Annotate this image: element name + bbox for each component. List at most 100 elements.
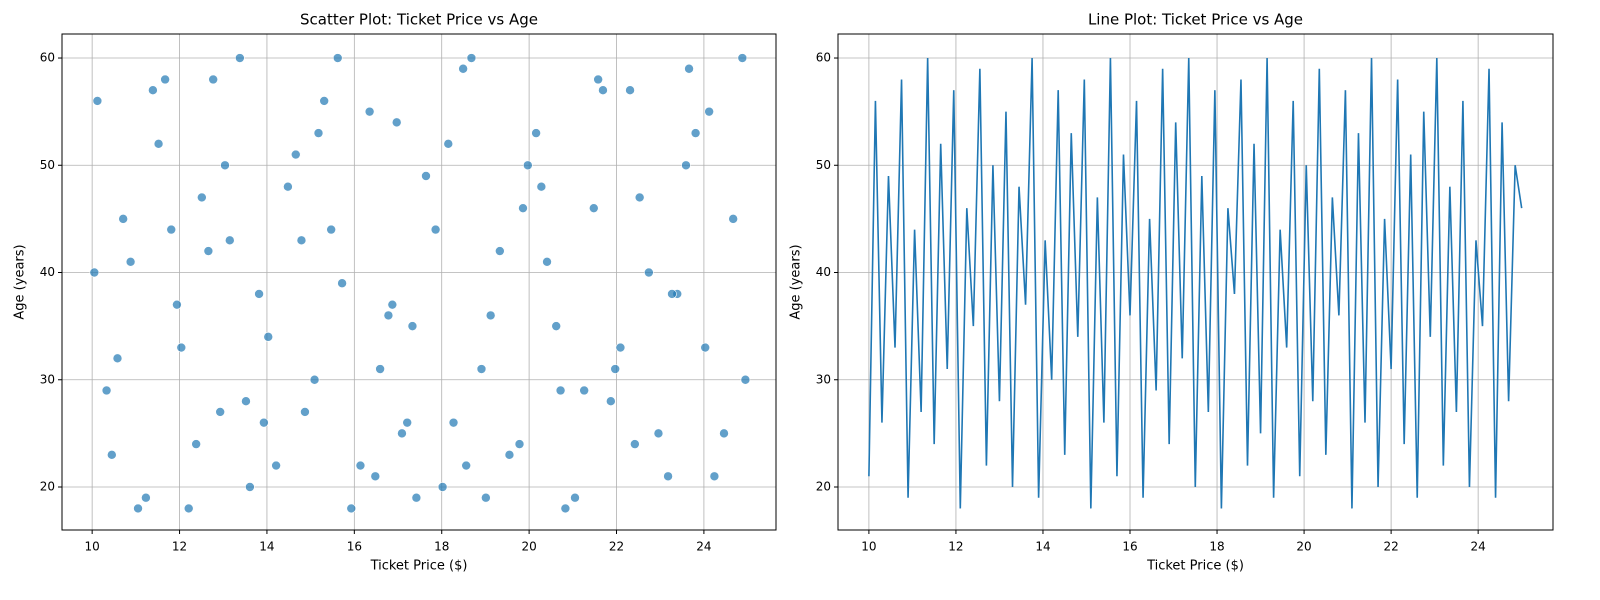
scatter-point bbox=[89, 267, 100, 278]
scatter-point bbox=[112, 353, 123, 364]
scatter-point bbox=[690, 128, 701, 138]
scatter-point bbox=[337, 278, 347, 289]
axes-frame bbox=[837, 33, 1554, 531]
scatter-point bbox=[588, 203, 599, 213]
axes-frame bbox=[61, 33, 777, 531]
scatter-point bbox=[153, 139, 164, 149]
scatter-point bbox=[551, 321, 562, 331]
scatter-point bbox=[443, 139, 454, 149]
scatter-point bbox=[458, 63, 468, 74]
scatter-point bbox=[402, 417, 413, 428]
x-tick-label: 14 bbox=[259, 540, 274, 554]
scatter-point bbox=[263, 332, 274, 342]
scatter-point bbox=[197, 192, 207, 203]
x-tick-label: 18 bbox=[1209, 540, 1224, 554]
scatter-point bbox=[296, 235, 307, 246]
x-axis-label: Ticket Price ($) bbox=[1146, 559, 1244, 574]
x-tick-label: 16 bbox=[347, 540, 362, 554]
scatter-point bbox=[615, 342, 626, 353]
scatter-point bbox=[663, 471, 673, 482]
scatter-point bbox=[203, 246, 214, 256]
scatter-point bbox=[383, 310, 394, 321]
y-axis-label: Age (years) bbox=[13, 244, 28, 319]
scatter-point bbox=[700, 342, 711, 353]
scatter-point bbox=[215, 407, 225, 417]
scatter-point bbox=[421, 171, 431, 181]
scatter-point bbox=[133, 503, 143, 514]
scatter-point bbox=[719, 428, 729, 439]
scatter-point bbox=[593, 74, 603, 85]
x-tick-label: 18 bbox=[434, 540, 449, 554]
scatter-point bbox=[481, 492, 491, 503]
scatter-point bbox=[466, 53, 477, 63]
scatter-point bbox=[504, 450, 515, 460]
y-tick-label: 60 bbox=[40, 51, 55, 65]
scatter-point bbox=[407, 321, 418, 331]
scatter-point bbox=[300, 407, 310, 417]
scatter-point bbox=[355, 460, 366, 471]
scatter-point bbox=[430, 224, 441, 235]
scatter-point bbox=[461, 460, 471, 471]
scatter-point bbox=[555, 385, 566, 396]
scatter-point bbox=[118, 214, 128, 224]
scatter-point bbox=[92, 96, 103, 106]
scatter-point bbox=[220, 160, 230, 171]
scatter-point bbox=[667, 289, 677, 299]
scatter-point bbox=[191, 439, 201, 449]
x-tick-label: 22 bbox=[609, 540, 624, 554]
scatter-point bbox=[245, 482, 255, 492]
chart-title: Line Plot: Ticket Price vs Age bbox=[1088, 11, 1303, 29]
x-tick-label: 24 bbox=[1471, 540, 1486, 554]
scatter-point bbox=[290, 149, 301, 160]
scatter-point bbox=[364, 106, 375, 117]
x-tick-label: 10 bbox=[861, 540, 876, 554]
x-axis-label: Ticket Price ($) bbox=[370, 559, 468, 574]
scatter-point bbox=[141, 492, 151, 503]
x-tick-label: 20 bbox=[521, 540, 536, 554]
scatter-point bbox=[241, 396, 251, 407]
scatter-point bbox=[271, 460, 281, 471]
scatter-point bbox=[101, 385, 112, 396]
scatter-point bbox=[387, 299, 398, 310]
scatter-point bbox=[148, 85, 158, 95]
scatter-point bbox=[397, 428, 407, 439]
scatter-point bbox=[437, 482, 448, 492]
scatter-point bbox=[634, 192, 645, 203]
x-tick-label: 20 bbox=[1296, 540, 1311, 554]
scatter-point bbox=[183, 503, 194, 514]
scatter-point bbox=[728, 214, 738, 224]
line bbox=[868, 57, 1523, 509]
scatter-point bbox=[644, 267, 654, 278]
plot-area bbox=[89, 53, 751, 514]
scatter-point bbox=[370, 471, 381, 482]
scatter-point bbox=[160, 74, 170, 85]
scatter-point bbox=[485, 310, 496, 321]
scatter-point bbox=[495, 246, 505, 256]
scatter-point bbox=[391, 117, 402, 128]
y-tick-label: 20 bbox=[40, 479, 55, 493]
scatter-point bbox=[176, 342, 187, 353]
y-tick-label: 50 bbox=[816, 158, 831, 172]
scatter-point bbox=[653, 428, 664, 439]
scatter-point bbox=[319, 96, 329, 106]
y-tick-label: 30 bbox=[816, 372, 831, 386]
scatter-point bbox=[684, 63, 694, 74]
scatter-point bbox=[332, 53, 343, 63]
scatter-point bbox=[166, 224, 177, 235]
scatter-point bbox=[598, 85, 608, 95]
scatter-point bbox=[518, 203, 528, 213]
scatter-point bbox=[560, 503, 571, 514]
y-tick-label: 50 bbox=[40, 158, 55, 172]
y-axis-label: Age (years) bbox=[789, 244, 804, 319]
x-tick-label: 16 bbox=[1122, 540, 1137, 554]
x-tick-label: 22 bbox=[1383, 540, 1398, 554]
x-tick-label: 12 bbox=[172, 540, 187, 554]
scatter-point bbox=[570, 492, 580, 503]
scatter-point bbox=[309, 374, 320, 385]
subplot: 10 12 14 16 18 20 22 24 20 30 40 50 60 Line Plot: Tic… bbox=[789, 11, 1554, 574]
x-tick-label: 14 bbox=[1035, 540, 1050, 554]
scatter-point bbox=[235, 53, 245, 63]
y-tick-label: 40 bbox=[40, 265, 55, 279]
